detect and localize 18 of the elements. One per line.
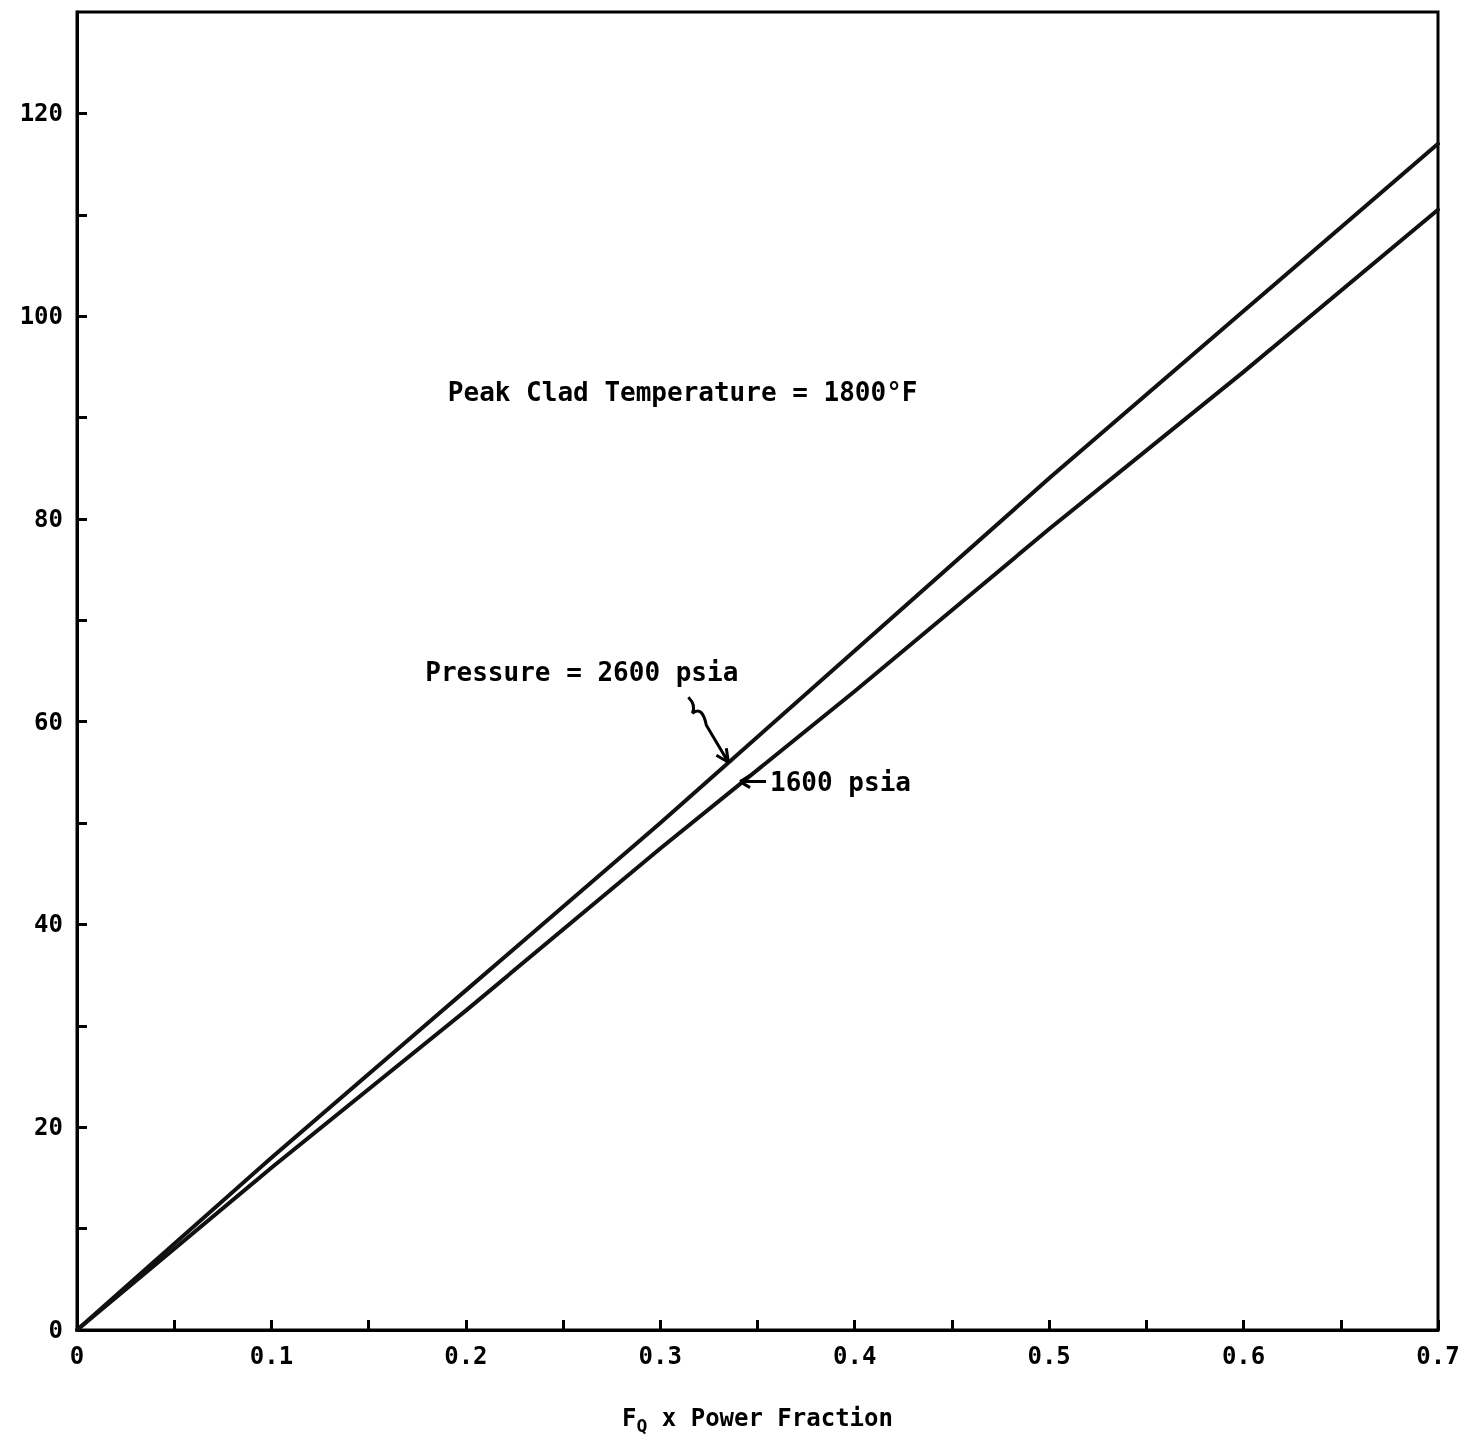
y-tick-label: 40: [34, 910, 63, 939]
x-tick-label: 0: [69, 1342, 85, 1370]
x-tick-label: 0.2: [444, 1342, 488, 1370]
x-tick-label: 0.7: [1416, 1342, 1460, 1370]
y-tick-label: 80: [34, 504, 63, 533]
annotation: Pressure = 2600 psia: [425, 657, 739, 688]
y-tick-label: 100: [19, 302, 63, 331]
y-tick-label: 0: [48, 1316, 63, 1344]
y-tick-label: 60: [34, 707, 63, 736]
x-tick-label: 0.4: [833, 1342, 877, 1370]
annotation: Peak Clad Temperature = 1800°F: [447, 376, 918, 407]
y-tick-label: 20: [34, 1113, 63, 1142]
x-tick-label: 0.6: [1221, 1342, 1266, 1370]
annotation: 1600 psia: [770, 766, 911, 797]
x-tick-label: 0.1: [249, 1342, 294, 1370]
x-tick-label: 0.3: [638, 1342, 682, 1370]
y-tick-label: 120: [19, 99, 63, 128]
x-tick-label: 0.5: [1027, 1342, 1071, 1370]
